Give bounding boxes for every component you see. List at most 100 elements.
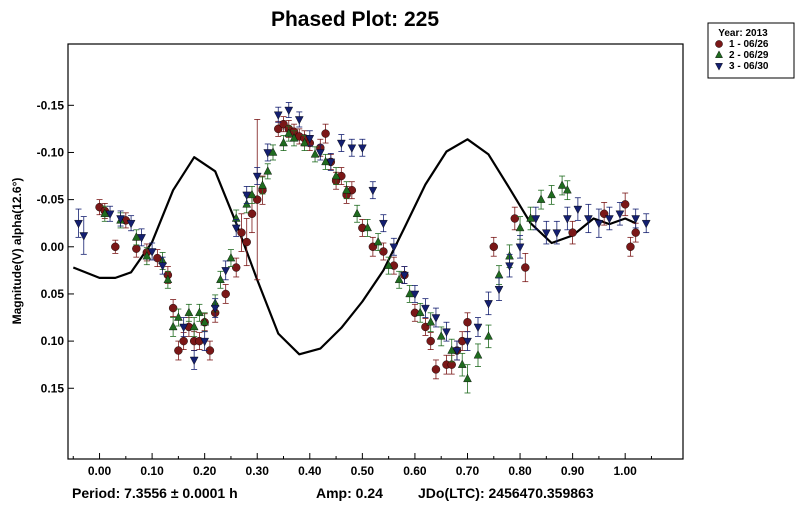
data-point — [216, 274, 225, 283]
data-point — [431, 314, 441, 323]
legend-box — [707, 22, 795, 79]
data-point — [426, 336, 435, 346]
data-point — [515, 243, 525, 252]
data-point — [74, 220, 83, 229]
data-point — [505, 262, 514, 271]
data-layer — [72, 102, 651, 394]
data-point — [410, 290, 420, 299]
data-point — [274, 124, 283, 134]
data-point — [221, 267, 231, 276]
x-tick-label: 0.00 — [88, 464, 112, 478]
data-point — [195, 307, 204, 317]
x-tick-label: 1.00 — [613, 464, 637, 478]
data-point — [494, 286, 504, 295]
x-tick-label: 0.60 — [403, 464, 427, 478]
data-point — [347, 144, 357, 153]
y-tick-label: -0.05 — [37, 193, 65, 207]
data-point — [147, 248, 157, 257]
period-text: Period: 7.3556 ± 0.0001 h — [72, 485, 238, 501]
data-point — [242, 237, 251, 247]
data-point — [284, 106, 294, 116]
data-point — [368, 186, 378, 196]
data-point — [232, 263, 241, 272]
legend-title: Year: 2013 — [718, 28, 768, 39]
data-point — [463, 337, 472, 347]
data-point — [237, 228, 246, 237]
x-tick-label: 0.30 — [246, 464, 270, 478]
data-point — [352, 208, 362, 217]
data-point — [284, 128, 294, 137]
x-tick-label: 0.50 — [351, 464, 375, 478]
data-point — [168, 321, 178, 331]
data-point — [105, 210, 115, 219]
data-point — [463, 318, 472, 327]
data-point — [473, 323, 483, 332]
data-point — [521, 263, 530, 272]
data-point — [510, 214, 519, 223]
data-point — [137, 234, 146, 243]
plot-area — [67, 43, 684, 460]
data-point — [189, 321, 199, 331]
x-tick-label: 0.80 — [508, 464, 532, 478]
data-point — [158, 262, 167, 271]
data-point — [326, 158, 336, 167]
data-point — [289, 133, 299, 142]
data-point — [168, 303, 178, 313]
data-point — [626, 242, 635, 251]
x-tick-label: 0.90 — [561, 464, 585, 478]
data-point — [268, 147, 278, 156]
chart-title: Phased Plot: 225 — [271, 8, 439, 31]
data-point — [321, 129, 330, 138]
data-point — [100, 208, 110, 217]
data-point — [263, 166, 273, 175]
data-point — [431, 365, 441, 374]
amplitude-text: Amp: 0.24 — [316, 485, 383, 501]
data-point — [536, 194, 546, 203]
legend-marker-3 — [715, 63, 723, 71]
data-point — [405, 288, 414, 298]
data-point — [221, 289, 230, 299]
data-point — [258, 180, 267, 189]
data-point — [273, 111, 283, 120]
x-tick-label: 0.20 — [193, 464, 217, 478]
data-point — [552, 229, 562, 238]
data-point — [300, 138, 309, 147]
data-point — [210, 304, 220, 314]
data-point — [526, 213, 535, 222]
data-point — [436, 331, 446, 340]
legend-label-3: 3 - 06/30 — [729, 61, 769, 72]
legend: Year: 2013 1 - 06/262 - 06/293 - 06/30 — [707, 22, 795, 79]
data-point — [389, 243, 399, 252]
data-point — [242, 191, 252, 200]
data-point — [563, 215, 572, 224]
data-point — [310, 149, 320, 158]
data-point — [153, 253, 162, 263]
data-point — [174, 312, 183, 321]
data-point — [568, 228, 577, 237]
data-point — [163, 274, 173, 283]
data-point — [641, 220, 651, 229]
y-axis: -0.15 -0.10 -0.05 0.00 0.05 0.10 0.15 — [37, 98, 74, 395]
data-point — [531, 215, 541, 224]
legend-label-1: 1 - 06/26 — [729, 39, 769, 50]
y-tick-label: 0.15 — [41, 381, 65, 395]
data-point — [415, 307, 425, 317]
data-point — [373, 237, 383, 246]
data-point — [200, 337, 209, 347]
data-point — [384, 260, 393, 269]
series-3 — [74, 102, 651, 370]
data-point — [573, 205, 583, 215]
data-point — [615, 210, 625, 219]
data-point — [247, 209, 257, 218]
data-point — [631, 228, 640, 237]
data-point — [200, 317, 209, 326]
legend-label-2: 2 - 06/29 — [729, 50, 769, 61]
data-point — [315, 149, 325, 158]
legend-marker-1 — [715, 40, 723, 48]
data-point — [563, 185, 572, 194]
data-point — [442, 328, 451, 337]
data-point — [142, 251, 152, 260]
data-point — [263, 149, 273, 158]
data-point — [631, 215, 641, 224]
